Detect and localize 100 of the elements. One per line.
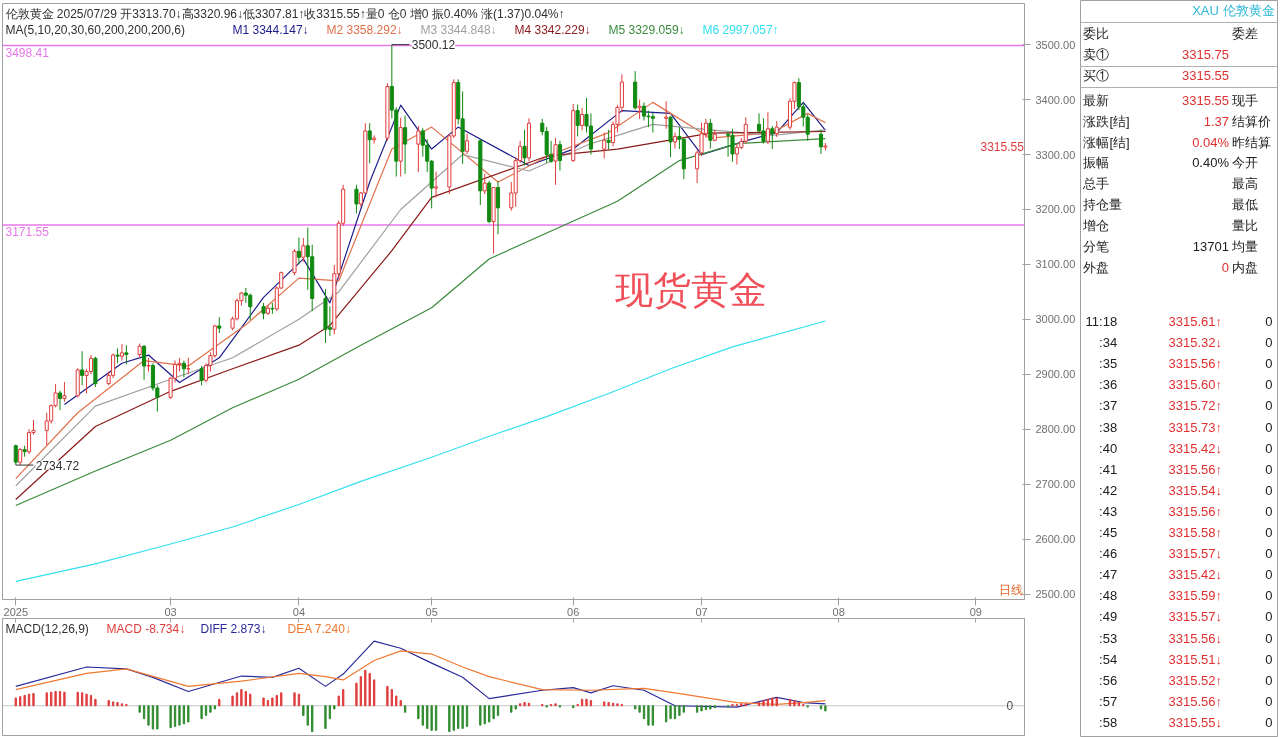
- text: :34: [1099, 335, 1118, 351]
- x-tick-label: 07: [695, 605, 708, 618]
- text: M1 3344.147↓: [232, 22, 309, 37]
- text: 0: [1265, 356, 1273, 372]
- candlestick: [606, 129, 611, 151]
- text: :47: [1099, 567, 1118, 583]
- text: 3315.55↓: [1168, 714, 1223, 730]
- category-label: 结算价: [1231, 113, 1271, 129]
- line-series: [15, 320, 827, 582]
- candlestick: [743, 116, 748, 145]
- chart-title: MACD(12,26,9): [5, 621, 89, 636]
- text: 3315.54↓: [1168, 482, 1223, 498]
- candlestick: [248, 293, 253, 321]
- candlestick: [770, 125, 775, 150]
- candlestick: [730, 128, 735, 163]
- text: 0: [1265, 609, 1273, 625]
- category-label: 卖①: [1083, 46, 1110, 62]
- text: MA(5,10,20,30,60,200,200,200,6): [5, 22, 185, 37]
- text: 0.04%: [1192, 134, 1230, 150]
- text: :41: [1099, 461, 1118, 477]
- text: 3315.56↑: [1168, 356, 1223, 372]
- candlestick: [403, 115, 408, 175]
- text: 3315.60↑: [1168, 377, 1223, 393]
- text: 3315.32↓: [1168, 335, 1223, 351]
- text: :58: [1099, 714, 1118, 730]
- candlestick: [88, 354, 94, 375]
- candlestick: [416, 125, 421, 173]
- y-tick-label: 2600.00: [1035, 533, 1076, 546]
- text: 11:18: [1085, 314, 1118, 329]
- text: 3315.75: [1182, 46, 1230, 62]
- text: MACD -8.734↓: [106, 621, 186, 636]
- text: 3315.73↑: [1168, 419, 1223, 435]
- category-label: 增仓: [1082, 218, 1110, 234]
- text: 0: [1265, 503, 1273, 519]
- category-label: 最高: [1231, 176, 1258, 192]
- candlestick: [420, 127, 425, 158]
- candlestick: [372, 134, 377, 145]
- text: 3315.61↑: [1168, 314, 1223, 329]
- text: M2 3358.292↓: [326, 22, 403, 37]
- candlestick: [765, 111, 770, 145]
- text: 0: [1265, 461, 1273, 477]
- candlestick: [57, 390, 63, 411]
- text: DEA 7.240↓: [287, 621, 351, 636]
- candlestick: [664, 100, 669, 130]
- text: :40: [1099, 440, 1118, 456]
- text: 0: [1265, 714, 1273, 730]
- text: 0: [1265, 546, 1273, 562]
- text: :53: [1099, 630, 1118, 646]
- category-label: 今开: [1231, 155, 1258, 171]
- candlestick: [27, 428, 32, 455]
- text: M3 3344.848↓: [420, 22, 497, 37]
- text: 3315.42↓: [1168, 440, 1223, 456]
- x-tick-label: 09: [969, 605, 982, 618]
- text: :35: [1099, 356, 1118, 372]
- candlestick: [650, 112, 655, 134]
- line-series: [63, 101, 827, 406]
- text: :56: [1099, 672, 1118, 688]
- text: 3315.56↑: [1168, 693, 1223, 709]
- candlestick: [495, 180, 501, 235]
- x-tick-label: 05: [425, 605, 438, 618]
- candlestick: [726, 131, 731, 158]
- text: :49: [1099, 609, 1118, 625]
- text: 3315.56↑: [1168, 503, 1223, 519]
- text: 0: [1265, 440, 1273, 456]
- category-label: 买①: [1083, 67, 1110, 83]
- text: M4 3342.229↓: [514, 22, 591, 37]
- text: :36: [1099, 377, 1118, 393]
- y-tick-label: 3200.00: [1035, 203, 1076, 216]
- x-tick-label: 08: [832, 605, 845, 618]
- text: 0: [1221, 259, 1229, 275]
- text: 0: [1265, 314, 1273, 329]
- category-label: 最新: [1083, 92, 1110, 108]
- y-tick-label: 3400.00: [1035, 93, 1076, 106]
- ref-line-label: 3498.41: [5, 45, 50, 60]
- text: 0: [1265, 651, 1273, 667]
- candlestick: [434, 171, 439, 198]
- candlestick: [354, 184, 359, 214]
- candlestick: [641, 101, 647, 121]
- candlestick: [124, 344, 129, 365]
- candlestick: [602, 132, 607, 159]
- category-label: 涨幅[结]: [1083, 134, 1130, 150]
- text: :45: [1099, 525, 1118, 540]
- text: M6 2997.057↑: [702, 22, 779, 37]
- candlestick: [301, 237, 306, 263]
- y-tick-label: 3300.00: [1035, 148, 1076, 161]
- annotation: 日线: [998, 582, 1023, 597]
- text: 3315.56↑: [1168, 461, 1223, 477]
- text: 3315.59↑: [1168, 588, 1223, 604]
- text: :37: [1099, 398, 1118, 414]
- text: 3315.42↓: [1168, 567, 1223, 583]
- candlestick: [637, 99, 642, 120]
- text: 3315.51↓: [1168, 651, 1223, 667]
- x-tick-label: 04: [292, 605, 306, 618]
- text: 13701: [1192, 239, 1230, 254]
- text: 3315.57↓: [1168, 546, 1223, 562]
- text: 0: [1265, 398, 1273, 414]
- text: 0: [1265, 588, 1273, 604]
- candlestick: [553, 137, 558, 186]
- y-tick-label: 3000.00: [1035, 313, 1076, 326]
- y-tick-label: 2700.00: [1035, 478, 1076, 491]
